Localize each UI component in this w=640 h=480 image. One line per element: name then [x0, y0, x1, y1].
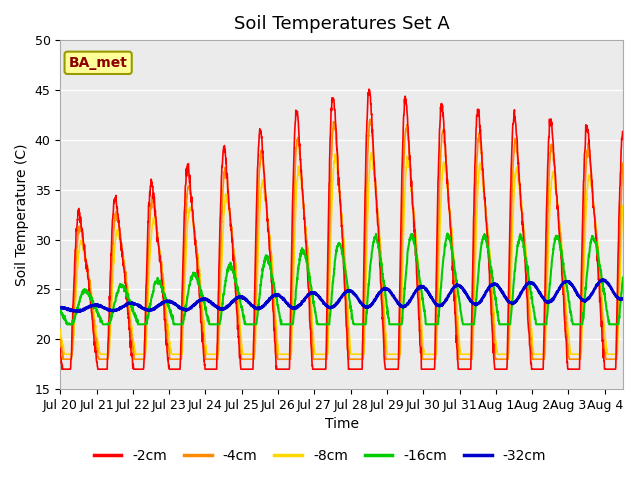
Legend: -2cm, -4cm, -8cm, -16cm, -32cm: -2cm, -4cm, -8cm, -16cm, -32cm	[88, 443, 552, 468]
Y-axis label: Soil Temperature (C): Soil Temperature (C)	[15, 144, 29, 286]
Text: BA_met: BA_met	[68, 56, 127, 70]
X-axis label: Time: Time	[324, 418, 358, 432]
Title: Soil Temperatures Set A: Soil Temperatures Set A	[234, 15, 449, 33]
